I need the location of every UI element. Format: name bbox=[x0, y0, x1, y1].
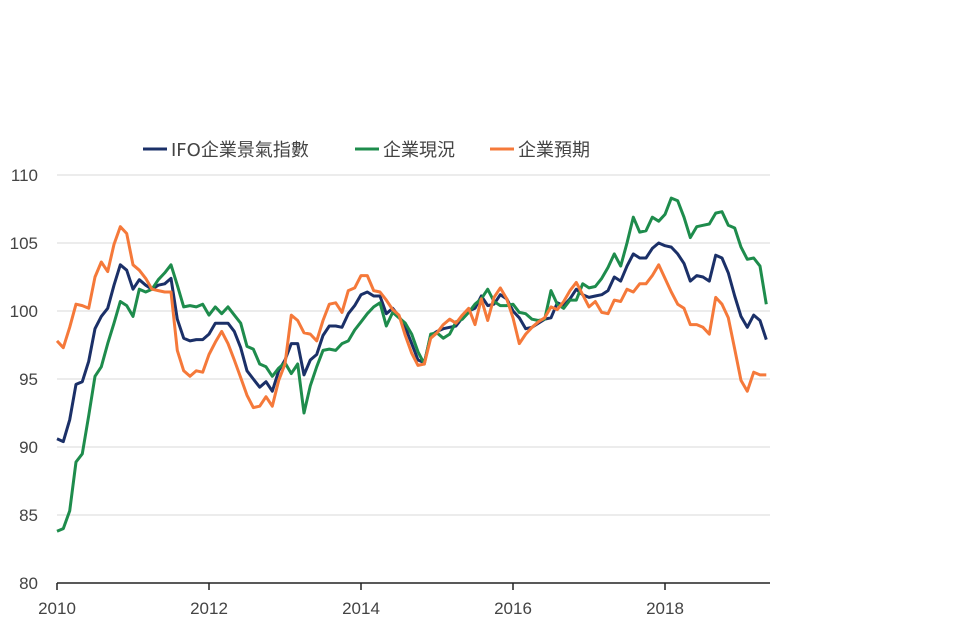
y-tick-label: 100 bbox=[10, 302, 38, 321]
series-line-1 bbox=[56, 196, 768, 533]
x-tick-label: 2012 bbox=[190, 599, 228, 618]
y-tick-label: 85 bbox=[19, 506, 38, 525]
y-tick-label: 105 bbox=[10, 234, 38, 253]
legend-label-1: 企業現況 bbox=[383, 140, 455, 161]
x-tick-label: 2016 bbox=[494, 599, 532, 618]
x-axis: 2010 2012 2014 2016 2018 bbox=[38, 582, 770, 618]
series-line-0 bbox=[56, 241, 768, 444]
y-tick-label: 90 bbox=[19, 438, 38, 457]
x-tick-label: 2014 bbox=[342, 599, 380, 618]
series-line-2 bbox=[55, 225, 767, 410]
x-tick-label: 2010 bbox=[38, 599, 76, 618]
y-axis: 80 85 90 95 100 105 110 bbox=[10, 166, 38, 593]
y-tick-label: 95 bbox=[19, 370, 38, 389]
series-lines bbox=[55, 196, 768, 533]
legend-label-2: 企業預期 bbox=[518, 140, 590, 161]
y-tick-label: 80 bbox=[19, 574, 38, 593]
y-tick-label: 110 bbox=[11, 166, 38, 185]
x-tick-label: 2018 bbox=[646, 599, 684, 618]
legend: IFO企業景氣指數 企業現況 企業預期 bbox=[143, 140, 590, 161]
legend-label-0: IFO企業景氣指數 bbox=[171, 140, 309, 161]
